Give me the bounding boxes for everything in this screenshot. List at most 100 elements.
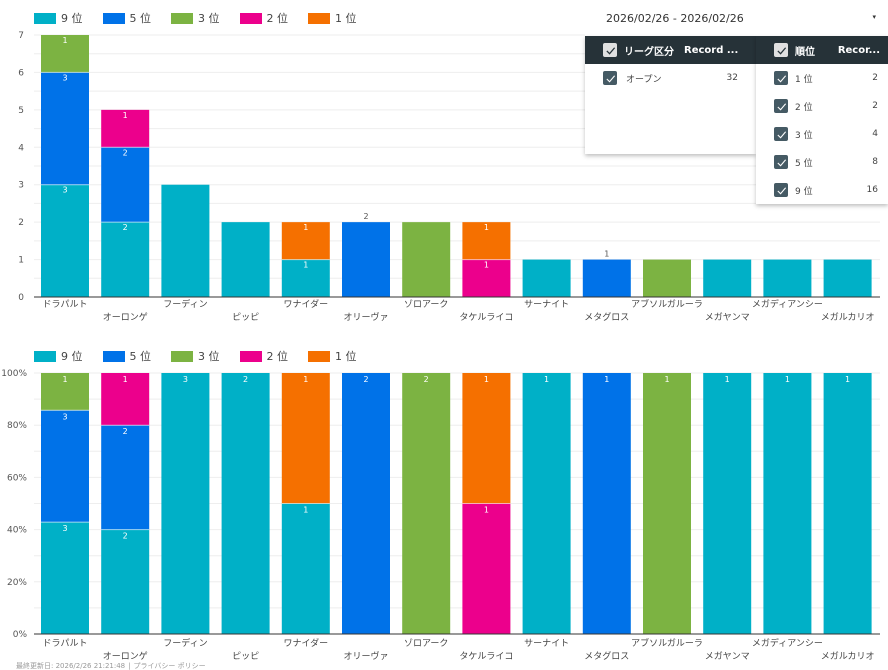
bar-segment[interactable] (101, 222, 150, 297)
x-category-label: メガディアンシー (752, 637, 823, 649)
x-category-label: タケルライコ (459, 312, 513, 323)
option-count: 32 (726, 73, 738, 83)
bar-segment[interactable] (582, 259, 631, 297)
filter-option-rank-5[interactable]: 5 位 8 (756, 148, 888, 176)
bar-segment[interactable] (161, 373, 210, 634)
x-category-label: アブソルガルーラ (631, 637, 703, 649)
bar-segment[interactable] (522, 259, 571, 297)
bar-segment[interactable] (522, 373, 571, 634)
bar-segment[interactable] (643, 373, 691, 634)
bar-segment[interactable] (41, 522, 89, 634)
bar-segment[interactable] (101, 529, 150, 634)
option-checkbox[interactable] (774, 183, 788, 197)
bar-segment[interactable] (281, 222, 330, 260)
legend-item-rank-5[interactable]: 5 位 (102, 10, 151, 26)
bar-segment[interactable] (462, 503, 511, 635)
bar-segment[interactable] (342, 222, 390, 297)
x-category-label: フーディン (163, 637, 207, 649)
legend-item-rank-3[interactable]: 3 位 (171, 348, 220, 364)
bar-segment[interactable] (823, 259, 872, 297)
bar-segment[interactable] (703, 259, 752, 297)
filter-option-rank-2[interactable]: 2 位 2 (756, 92, 888, 120)
bar-segment[interactable] (221, 373, 270, 634)
x-category-label: メタグロス (584, 650, 629, 662)
x-category-label: メガヤンマ (705, 651, 750, 662)
bar-segment[interactable] (582, 373, 631, 634)
check-icon (776, 102, 786, 111)
bar-segment[interactable] (41, 373, 89, 411)
option-count: 8 (872, 157, 878, 167)
select-all-checkbox[interactable] (774, 43, 788, 57)
legend-item-rank-2[interactable]: 2 位 (239, 10, 288, 26)
bar-segment[interactable] (462, 222, 511, 260)
bar-segment[interactable] (643, 259, 691, 297)
bar-segment[interactable] (41, 184, 89, 297)
filter-option-open[interactable]: オープン 32 (585, 64, 756, 92)
rank-filter-header: 順位 Recor... (756, 36, 888, 64)
filter-option-rank-1[interactable]: 1 位 2 (756, 64, 888, 92)
x-category-label: アブソルガルーラ (631, 298, 703, 310)
legend-swatch (34, 12, 56, 24)
league-filter-metric[interactable]: Record ... (684, 44, 739, 56)
bar-segment[interactable] (221, 222, 270, 297)
bar-segment[interactable] (281, 503, 330, 635)
caret-down-icon[interactable]: ▾ (872, 13, 876, 21)
data-label: 3 (183, 375, 188, 384)
bar-segment[interactable] (41, 410, 89, 523)
date-range-value: 2026/02/26 - 2026/02/26 (606, 11, 744, 25)
league-filter-panel: リーグ区分 Record ... オープン 32 (585, 36, 756, 154)
x-category-label: ドラパルト (43, 299, 88, 310)
legend-item-rank-9[interactable]: 9 位 (34, 348, 83, 364)
x-category-label: ゾロアーク (404, 638, 448, 649)
date-range-control[interactable]: 2026/02/26 - 2026/02/26 ▾ (585, 0, 888, 36)
select-all-checkbox[interactable] (603, 43, 617, 57)
bar-segment[interactable] (41, 35, 89, 73)
option-checkbox[interactable] (603, 71, 617, 85)
bar-segment[interactable] (342, 373, 390, 634)
legend-label: 3 位 (198, 350, 220, 363)
legend-item-rank-3[interactable]: 3 位 (171, 10, 220, 26)
bar-segment[interactable] (161, 184, 210, 297)
y-tick-label: 5 (18, 106, 24, 116)
data-label: 2 (123, 148, 128, 157)
filter-option-rank-9[interactable]: 9 位 16 (756, 176, 888, 204)
bar-segment[interactable] (101, 425, 150, 530)
option-checkbox[interactable] (774, 155, 788, 169)
bar-segment[interactable] (462, 259, 511, 297)
rank-filter-title: 順位 (795, 46, 815, 58)
legend-swatch (171, 350, 193, 362)
bar-segment[interactable] (402, 373, 451, 634)
legend-chart-1: 9 位 5 位 3 位 2 位 1 位 (34, 10, 377, 26)
bar-segment[interactable] (823, 373, 872, 634)
bar-segment[interactable] (763, 373, 812, 634)
bar-segment[interactable] (703, 373, 752, 634)
bar-segment[interactable] (101, 109, 150, 148)
bar-segment[interactable] (101, 147, 150, 223)
data-label: 2 (363, 212, 368, 221)
bar-segment[interactable] (462, 373, 511, 504)
bar-segment[interactable] (763, 259, 812, 297)
x-category-label: オリーヴァ (343, 311, 388, 323)
option-checkbox[interactable] (774, 99, 788, 113)
x-category-label: メガルカリオ (821, 651, 875, 662)
legend-item-rank-1[interactable]: 1 位 (308, 348, 357, 364)
option-checkbox[interactable] (774, 127, 788, 141)
bar-segment[interactable] (281, 259, 330, 297)
legend-item-rank-2[interactable]: 2 位 (239, 348, 288, 364)
legend-item-rank-9[interactable]: 9 位 (34, 10, 83, 26)
filter-option-rank-3[interactable]: 3 位 4 (756, 120, 888, 148)
data-label: 1 (303, 506, 308, 515)
y-tick-label: 60% (7, 473, 27, 483)
bar-segment[interactable] (101, 373, 150, 426)
privacy-policy-link[interactable]: プライバシー ポリシー (133, 662, 206, 670)
bar-segment[interactable] (402, 222, 451, 297)
legend-swatch (102, 12, 125, 24)
data-label: 1 (484, 506, 489, 515)
bar-segment[interactable] (41, 72, 89, 185)
option-checkbox[interactable] (774, 71, 788, 85)
bar-segment[interactable] (281, 373, 330, 504)
rank-filter-metric[interactable]: Recor... (837, 44, 880, 56)
option-label: 1 位 (795, 74, 813, 85)
legend-item-rank-1[interactable]: 1 位 (308, 10, 357, 26)
legend-item-rank-5[interactable]: 5 位 (102, 348, 151, 364)
